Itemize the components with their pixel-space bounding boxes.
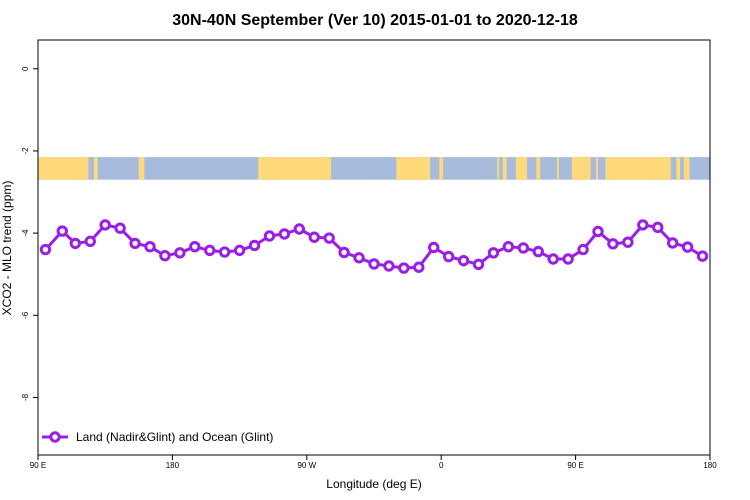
data-point bbox=[353, 252, 365, 264]
land-segment bbox=[138, 157, 145, 180]
land-segment bbox=[502, 157, 507, 180]
data-point bbox=[189, 240, 201, 253]
land-segment bbox=[497, 157, 500, 180]
land-segment bbox=[38, 157, 89, 180]
chart-title: 30N-40N September (Ver 10) 2015-01-01 to… bbox=[172, 12, 578, 29]
x-tick-label: 90 W bbox=[297, 461, 316, 470]
x-axis-label: Longitude (deg E) bbox=[326, 477, 421, 491]
land-segment bbox=[683, 157, 690, 180]
data-point bbox=[487, 247, 500, 259]
data-point bbox=[278, 228, 291, 240]
land-segment bbox=[571, 157, 591, 180]
land-segment bbox=[536, 157, 541, 180]
y-axis-label: XCO2 - MLO trend (ppm) bbox=[0, 181, 14, 316]
data-point bbox=[84, 235, 96, 248]
x-axis: 90 E 180 90 W 0 90 E 180 bbox=[30, 455, 717, 470]
data-point bbox=[652, 221, 664, 234]
y-tick-label: -8 bbox=[21, 393, 30, 401]
data-point bbox=[368, 258, 380, 270]
data-point bbox=[532, 245, 544, 258]
x-tick-label: 180 bbox=[703, 461, 717, 470]
data-point bbox=[144, 240, 156, 253]
data-point bbox=[577, 243, 589, 256]
land-segment bbox=[676, 157, 681, 180]
ocean-band bbox=[38, 157, 710, 180]
data-point bbox=[263, 230, 276, 242]
data-point bbox=[502, 240, 515, 253]
data-point bbox=[99, 219, 111, 231]
land-segment bbox=[556, 157, 559, 180]
data-point bbox=[56, 225, 68, 237]
data-point bbox=[293, 223, 306, 235]
data-point bbox=[204, 244, 216, 257]
legend: Land (Nadir&Glint) and Ocean (Glint) bbox=[42, 430, 273, 444]
x-tick-label: 0 bbox=[439, 461, 444, 470]
data-point bbox=[233, 244, 246, 257]
legend-marker-swatch bbox=[49, 431, 61, 443]
data-point bbox=[442, 250, 455, 263]
data-point bbox=[398, 262, 410, 274]
data-point bbox=[457, 254, 470, 267]
data-point bbox=[174, 247, 186, 259]
data-point bbox=[129, 237, 141, 250]
data-point bbox=[413, 261, 425, 273]
data-point bbox=[69, 237, 82, 250]
land-segment bbox=[94, 157, 98, 180]
plot-frame bbox=[37, 39, 711, 456]
data-point bbox=[681, 241, 694, 253]
land-segment bbox=[439, 157, 444, 180]
data-point bbox=[517, 242, 530, 254]
data-point bbox=[159, 250, 171, 262]
land-ocean-strip bbox=[38, 157, 710, 180]
data-point bbox=[383, 260, 395, 272]
data-point bbox=[323, 232, 335, 244]
land-segment bbox=[396, 157, 430, 180]
data-point bbox=[308, 231, 320, 243]
y-axis: 0 -2 -4 -6 -8 bbox=[21, 66, 38, 401]
data-point bbox=[218, 246, 231, 258]
data-point bbox=[607, 238, 619, 250]
data-point bbox=[637, 219, 649, 231]
x-tick-label: 180 bbox=[166, 461, 180, 470]
x-tick-label: 90 E bbox=[567, 461, 583, 470]
y-tick-label: -6 bbox=[21, 311, 30, 319]
land-segment bbox=[596, 157, 598, 180]
data-point bbox=[622, 236, 634, 248]
data-point bbox=[338, 246, 350, 259]
land-segment bbox=[515, 157, 528, 180]
land-segment bbox=[605, 157, 671, 180]
data-point bbox=[428, 241, 440, 254]
data-point bbox=[248, 239, 261, 252]
y-tick-label: 0 bbox=[21, 66, 30, 71]
data-point bbox=[666, 237, 679, 249]
data-point bbox=[472, 258, 485, 271]
y-tick-label: -2 bbox=[21, 147, 30, 155]
data-point bbox=[696, 250, 709, 262]
series-layer bbox=[39, 219, 709, 274]
legend-label: Land (Nadir&Glint) and Ocean (Glint) bbox=[76, 430, 273, 444]
data-point bbox=[547, 253, 559, 265]
x-tick-label: 90 E bbox=[30, 461, 46, 470]
data-point bbox=[562, 253, 574, 265]
data-point bbox=[114, 222, 126, 234]
y-tick-label: -4 bbox=[21, 229, 30, 237]
data-point bbox=[39, 243, 52, 256]
land-segment bbox=[258, 157, 332, 180]
data-point bbox=[592, 225, 604, 238]
